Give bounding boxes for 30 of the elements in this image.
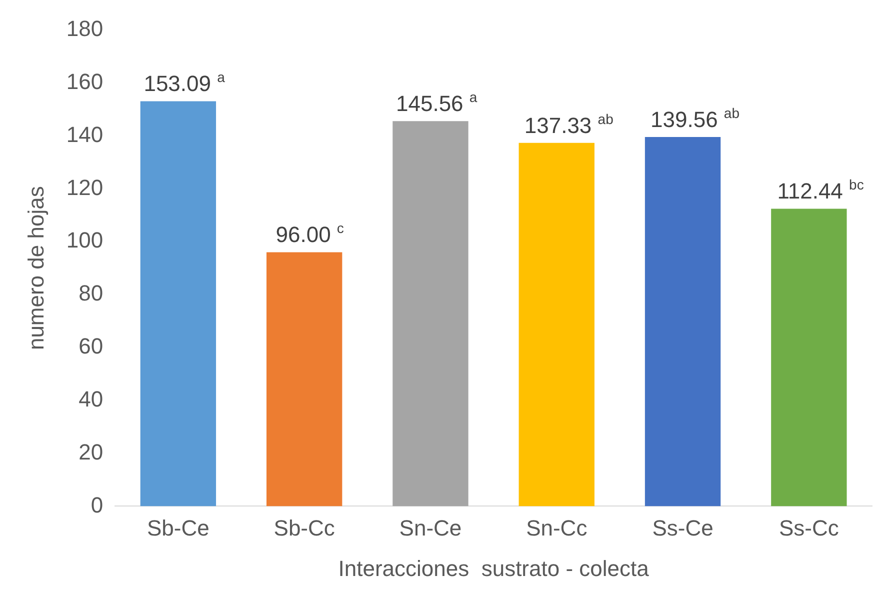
y-tick-label: 180 <box>66 16 104 42</box>
y-tick-label: 40 <box>78 386 104 412</box>
x-axis-title: Interacciones sustrato - colecta <box>338 556 650 581</box>
y-tick-label: 160 <box>66 68 104 94</box>
data-label: 96.00 c <box>276 220 344 248</box>
data-label: 139.56 ab <box>650 104 740 132</box>
y-tick-label: 140 <box>66 122 104 147</box>
bar <box>771 208 847 506</box>
data-label: 137.33 ab <box>524 110 614 138</box>
data-label: 145.56 a <box>396 89 478 116</box>
x-tick-label: Sn-Cc <box>526 515 588 540</box>
bar <box>266 252 342 506</box>
y-tick-label: 100 <box>66 228 104 253</box>
x-tick-label: Ss-Cc <box>778 515 839 540</box>
x-tick-label: Sb-Ce <box>147 515 210 540</box>
y-axis-title: numero de hojas <box>23 186 48 350</box>
bar <box>392 121 468 506</box>
bar <box>140 101 216 506</box>
data-label: 153.09 a <box>144 69 226 96</box>
x-tick-label: Ss-Ce <box>652 515 714 540</box>
y-tick-label: 120 <box>66 174 104 200</box>
data-label: 112.44 bc <box>777 176 864 204</box>
y-tick-label: 60 <box>78 334 104 359</box>
y-tick-label: 80 <box>78 280 104 306</box>
y-tick-label: 0 <box>90 492 104 518</box>
x-tick-label: Sb-Cc <box>274 515 335 540</box>
bar <box>644 136 721 506</box>
y-tick-label: 20 <box>78 439 104 464</box>
bar <box>518 142 594 506</box>
x-tick-label: Sn-Ce <box>399 515 462 540</box>
